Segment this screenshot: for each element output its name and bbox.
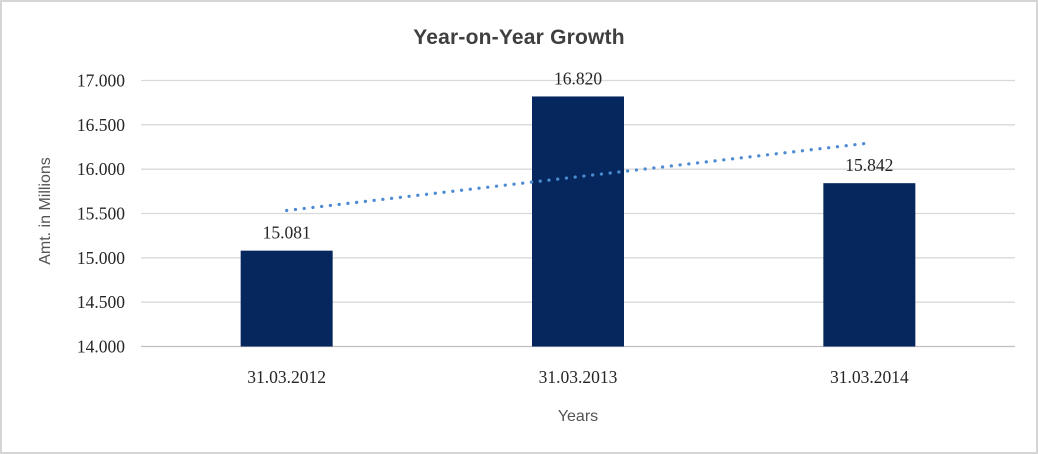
y-tick-label: 17.000 <box>77 71 125 91</box>
y-tick-label: 14.000 <box>77 337 125 357</box>
y-tick-label: 16.000 <box>77 159 125 179</box>
category-label: 31.03.2012 <box>247 367 326 387</box>
trendline <box>285 141 871 213</box>
chart-title: Year-on-Year Growth <box>413 26 625 49</box>
y-tick-label: 15.000 <box>77 248 125 268</box>
y-tick-label: 14.500 <box>77 292 125 312</box>
y-tick-label: 16.500 <box>77 115 125 135</box>
bar <box>823 183 916 347</box>
data-label: 16.820 <box>554 68 602 88</box>
bar <box>240 250 333 347</box>
data-label: 15.842 <box>845 155 893 175</box>
y-tick-label: 15.500 <box>77 204 125 224</box>
bar <box>532 96 624 347</box>
x-axis-title: Years <box>557 408 599 425</box>
data-label: 15.081 <box>263 223 311 243</box>
category-label: 31.03.2014 <box>830 367 909 387</box>
category-label: 31.03.2013 <box>539 367 618 387</box>
